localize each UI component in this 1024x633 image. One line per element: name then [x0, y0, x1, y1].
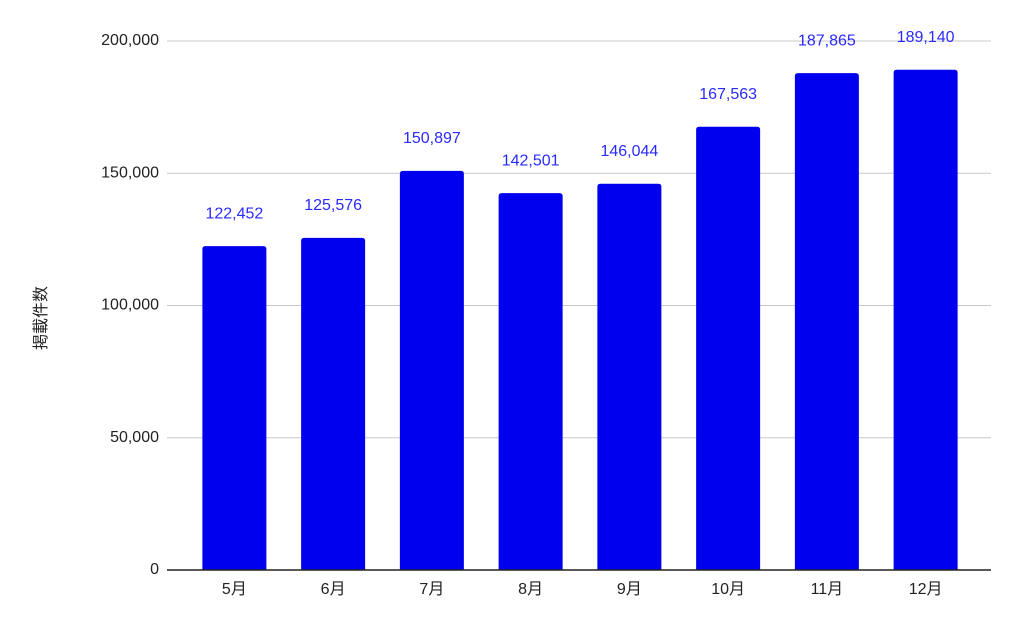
value-label: 167,563: [699, 86, 757, 103]
x-tick-label: 7月: [419, 581, 444, 598]
bar: [597, 183, 662, 570]
x-tick-label: 6月: [321, 581, 346, 598]
bar: [794, 73, 859, 570]
bar: [399, 170, 464, 570]
y-tick-label: 100,000: [101, 297, 159, 314]
x-tick-label: 9月: [617, 581, 642, 598]
y-tick-label: 200,000: [101, 32, 159, 49]
value-label: 187,865: [798, 32, 856, 49]
bar: [498, 193, 563, 571]
x-tick-label: 5月: [222, 581, 247, 598]
y-tick-label: 0: [150, 561, 159, 578]
value-label: 150,897: [403, 130, 461, 147]
value-label: 189,140: [897, 29, 955, 46]
x-tick-label: 11月: [811, 581, 844, 598]
bar: [202, 246, 267, 571]
value-label: 146,044: [600, 143, 658, 160]
x-tick-label: 8月: [518, 581, 543, 598]
x-tick-label: 12月: [909, 581, 943, 598]
value-label: 122,452: [205, 205, 263, 222]
bar: [301, 237, 366, 570]
y-tick-label: 150,000: [101, 164, 159, 181]
y-tick-label: 50,000: [110, 429, 159, 446]
value-label: 125,576: [304, 197, 362, 214]
bar: [893, 69, 958, 570]
value-label: 142,501: [502, 152, 560, 169]
y-axis-label: 掲載件数: [32, 286, 50, 350]
x-tick-label: 10月: [711, 581, 745, 598]
bar: [696, 126, 761, 570]
